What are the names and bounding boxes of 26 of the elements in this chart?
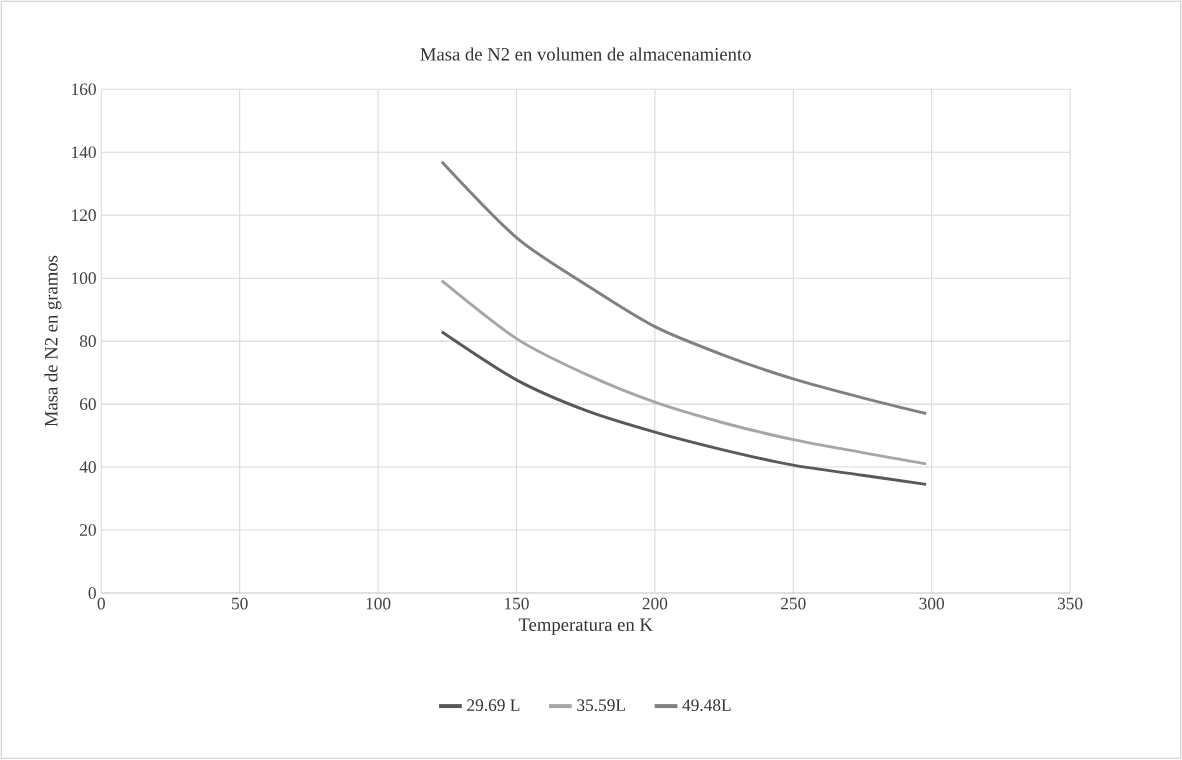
y-tick-label: 120 <box>72 209 96 222</box>
x-tick-label: 50 <box>232 597 248 610</box>
x-tick-label: 250 <box>781 597 806 610</box>
x-tick-label: 200 <box>642 597 668 610</box>
y-tick-label: 100 <box>72 272 96 285</box>
y-tick-label: 40 <box>79 461 96 474</box>
line-series <box>440 279 928 466</box>
x-tick-label: 100 <box>366 597 391 610</box>
x-tick-label: 300 <box>919 597 944 610</box>
y-tick-label: 160 <box>72 83 96 96</box>
y-tick-label: 0 <box>88 587 96 600</box>
y-tick-label: 60 <box>80 398 96 411</box>
y-tick-label: 80 <box>79 335 96 348</box>
x-tick-label: 150 <box>505 597 529 610</box>
line-series <box>440 160 928 416</box>
y-tick-label: 140 <box>72 146 96 159</box>
x-tick-label: 0 <box>97 597 105 610</box>
chart-title: Masa de N2 en volumen de almacenamiento <box>420 47 751 61</box>
x-axis-title: Temperatura en K <box>518 618 653 635</box>
y-tick-label: 20 <box>80 524 96 537</box>
legend-label: 49.48L <box>682 699 731 712</box>
y-axis-title: Masa de N2 en gramos <box>44 256 62 427</box>
legend-label: 29.69 L <box>467 699 520 712</box>
legend-label: 35.59L <box>577 699 625 712</box>
line-series <box>440 330 928 487</box>
x-tick-label: 350 <box>1057 597 1083 610</box>
